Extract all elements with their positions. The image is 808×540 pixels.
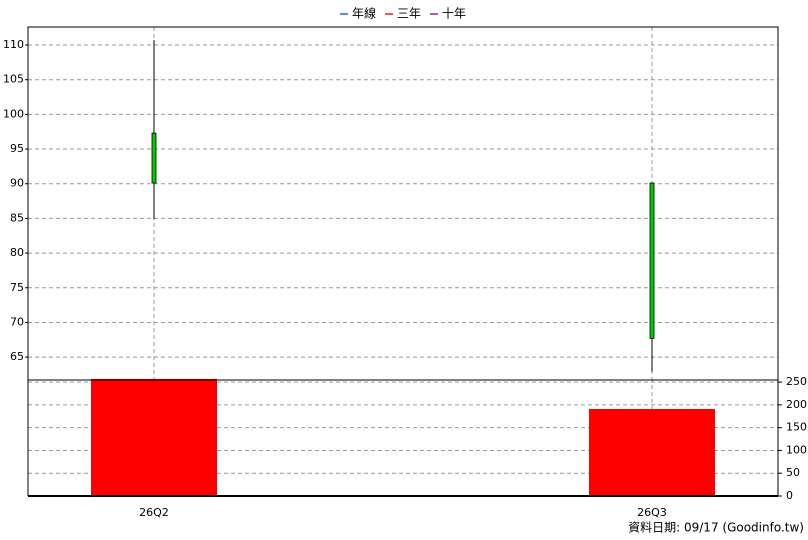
y-tick-label: 85 (10, 211, 24, 224)
y-tick-label: 65 (10, 350, 24, 363)
price-frame (27, 26, 779, 381)
y2-tick-label: 250 (786, 375, 807, 388)
y-tick-label: 70 (10, 315, 24, 328)
y-tick-label: 100 (3, 107, 24, 120)
legend-label: 年線 (352, 6, 376, 21)
x-tick-label: 26Q2 (139, 506, 169, 519)
bar (91, 378, 217, 496)
y-tick-label: 110 (3, 38, 24, 51)
y-tick-label: 90 (10, 177, 24, 190)
y2-tick-label: 100 (786, 443, 807, 456)
y2-tick-label: 150 (786, 421, 807, 434)
candle-body (151, 132, 157, 184)
legend-label: 三年 (397, 7, 421, 21)
x-tick-label: 26Q3 (637, 506, 667, 519)
y2-tick-label: 200 (786, 398, 807, 411)
y-tick-label: 105 (3, 73, 24, 86)
footer: 資料日期: 09/17 (Goodinfo.tw) (628, 521, 804, 535)
legend-label: 十年 (442, 7, 466, 21)
y-tick-label: 80 (10, 246, 24, 259)
candle-body (649, 182, 655, 339)
bar (589, 408, 715, 496)
y2-tick-label: 0 (786, 489, 793, 502)
y-tick-label: 95 (10, 142, 24, 155)
y-tick-label: 75 (10, 281, 24, 294)
y2-tick-label: 50 (786, 466, 800, 479)
